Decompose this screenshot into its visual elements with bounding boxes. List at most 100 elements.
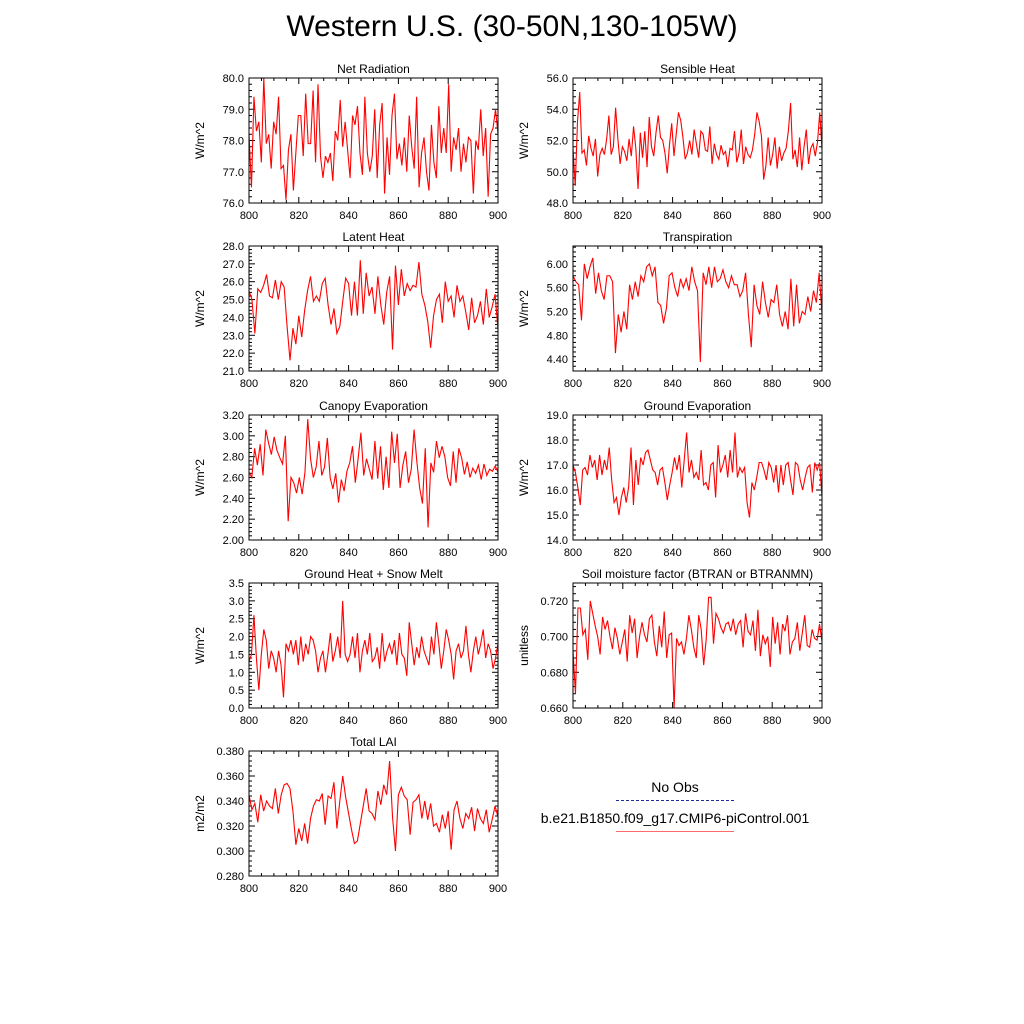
y-tick-label: 0.700 (540, 632, 568, 644)
y-tick-label: 0.720 (540, 596, 568, 608)
x-tick-label: 900 (489, 210, 507, 222)
chart-title: Latent Heat (342, 230, 405, 244)
x-tick-label: 840 (663, 715, 681, 727)
x-tick-label: 840 (339, 715, 357, 727)
plot-frame (572, 414, 823, 541)
x-tick-label: 900 (489, 547, 507, 559)
y-tick-label: 19.0 (547, 410, 568, 422)
chart-title: Sensible Heat (660, 62, 735, 76)
y-tick-label: 4.40 (547, 354, 568, 366)
series-line (572, 432, 823, 518)
legend-model-line (616, 831, 734, 832)
x-tick-label: 820 (614, 715, 632, 727)
x-tick-label: 820 (290, 378, 308, 390)
y-axis-label: W/m^2 (517, 459, 531, 496)
y-tick-label: 18.0 (547, 435, 568, 447)
x-tick-label: 840 (663, 378, 681, 390)
chart-title: Soil moisture factor (BTRAN or BTRANMN) (582, 567, 813, 581)
y-tick-label: 50.0 (547, 167, 568, 179)
y-tick-label: 28.0 (223, 241, 244, 253)
legend-obs-line (616, 800, 734, 801)
x-tick-label: 860 (389, 883, 407, 895)
y-tick-label: 2.5 (229, 614, 244, 626)
y-tick-label: 14.0 (547, 535, 568, 547)
y-tick-label: 0.300 (216, 846, 244, 858)
x-tick-label: 880 (439, 210, 457, 222)
x-tick-label: 820 (290, 210, 308, 222)
chart-title: Ground Evaporation (644, 399, 751, 413)
plot-frame (572, 582, 823, 709)
y-tick-label: 4.80 (547, 330, 568, 342)
legend-model-label: b.e21.B1850.f09_g17.CMIP6-piControl.001 (540, 810, 810, 826)
y-tick-label: 2.00 (223, 535, 244, 547)
y-tick-label: 0.5 (229, 685, 244, 697)
y-tick-label: 77.0 (223, 167, 244, 179)
x-tick-label: 840 (339, 210, 357, 222)
x-tick-label: 860 (389, 378, 407, 390)
x-tick-label: 840 (663, 547, 681, 559)
plot-frame (248, 245, 499, 372)
series-line (248, 600, 499, 698)
x-tick-label: 900 (813, 378, 831, 390)
y-tick-label: 25.0 (223, 295, 244, 307)
y-tick-label: 52.0 (547, 136, 568, 148)
legend: No Obs b.e21.B1850.f09_g17.CMIP6-piContr… (520, 778, 830, 840)
y-axis-label: W/m^2 (517, 122, 531, 159)
x-tick-label: 820 (614, 210, 632, 222)
series-line (248, 419, 499, 528)
y-axis-label: W/m^2 (193, 459, 207, 496)
y-tick-label: 1.5 (229, 649, 244, 661)
x-tick-label: 860 (389, 715, 407, 727)
x-tick-label: 880 (763, 210, 781, 222)
y-tick-label: 17.0 (547, 460, 568, 472)
series-line (572, 92, 823, 189)
y-tick-label: 15.0 (547, 510, 568, 522)
series-line (248, 260, 499, 361)
series-line (572, 257, 823, 363)
x-tick-label: 860 (713, 210, 731, 222)
x-tick-label: 860 (389, 210, 407, 222)
y-axis-label: W/m^2 (517, 290, 531, 327)
legend-obs-label: No Obs (651, 779, 699, 795)
x-tick-label: 860 (713, 715, 731, 727)
y-tick-label: 2.80 (223, 452, 244, 464)
y-tick-label: 22.0 (223, 348, 244, 360)
x-tick-label: 800 (240, 715, 258, 727)
page-title: Western U.S. (30-50N,130-105W) (286, 10, 738, 43)
x-tick-label: 900 (813, 547, 831, 559)
plot-frame (572, 77, 823, 204)
series-line (248, 760, 499, 852)
x-tick-label: 840 (339, 883, 357, 895)
y-tick-label: 27.0 (223, 259, 244, 271)
y-tick-label: 6.00 (547, 259, 568, 271)
y-tick-label: 2.40 (223, 493, 244, 505)
y-axis-label: unitless (517, 625, 531, 666)
y-tick-label: 0.320 (216, 821, 244, 833)
x-tick-label: 900 (489, 378, 507, 390)
series-line (572, 596, 823, 709)
y-tick-label: 0.660 (540, 703, 568, 715)
plot-frame (572, 245, 823, 372)
y-tick-label: 2.60 (223, 473, 244, 485)
y-tick-label: 78.0 (223, 136, 244, 148)
y-axis-label: W/m^2 (193, 290, 207, 327)
y-tick-label: 5.60 (547, 283, 568, 295)
chart-title: Total LAI (350, 735, 397, 749)
x-tick-label: 800 (564, 715, 582, 727)
plot-frame (248, 77, 499, 204)
chart-title: Net Radiation (337, 62, 410, 76)
chart-title: Canopy Evaporation (319, 399, 428, 413)
plot-frame (248, 750, 499, 877)
y-tick-label: 3.0 (229, 596, 244, 608)
y-tick-label: 3.5 (229, 578, 244, 590)
x-tick-label: 800 (240, 210, 258, 222)
y-tick-label: 0.0 (229, 703, 244, 715)
y-tick-label: 21.0 (223, 366, 244, 378)
y-axis-label: W/m^2 (193, 627, 207, 664)
y-tick-label: 0.340 (216, 796, 244, 808)
x-tick-label: 880 (439, 883, 457, 895)
x-tick-label: 820 (614, 547, 632, 559)
x-tick-label: 900 (813, 210, 831, 222)
x-tick-label: 880 (439, 378, 457, 390)
